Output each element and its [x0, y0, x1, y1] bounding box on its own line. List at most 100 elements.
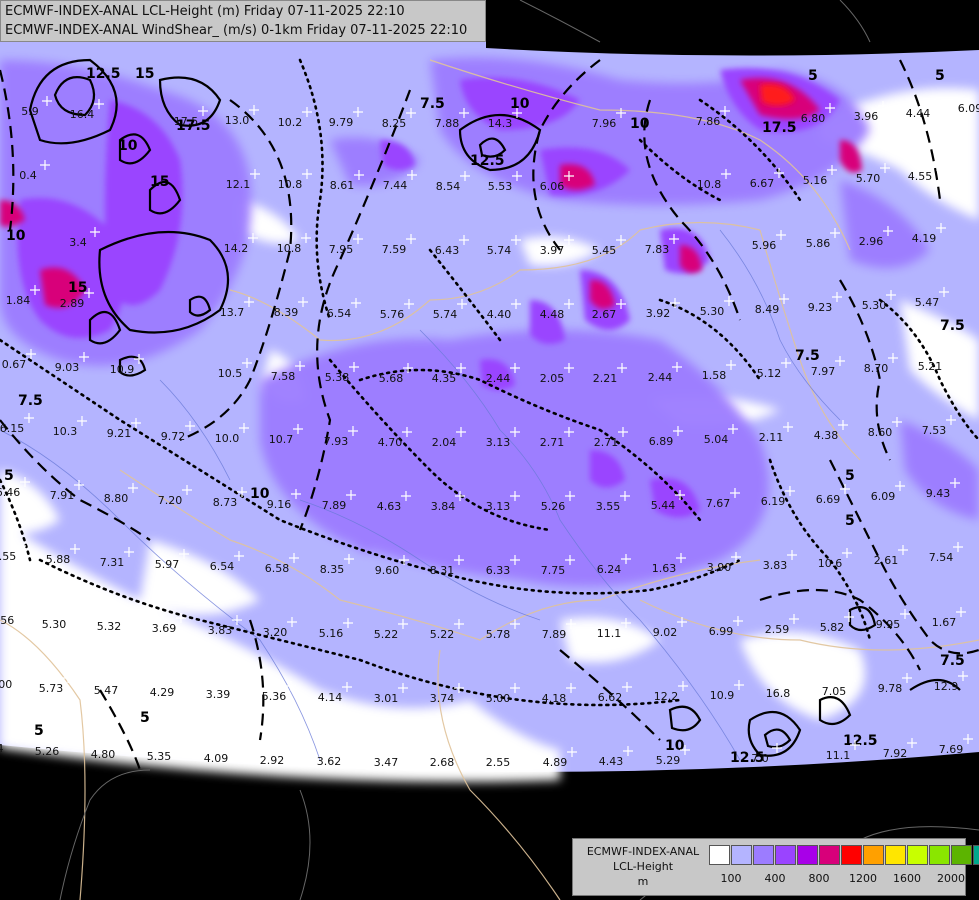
station-marker	[182, 485, 192, 495]
station-marker	[12, 733, 22, 743]
station-value-label: 9.72	[161, 430, 186, 443]
station-value: 9.23	[808, 292, 842, 314]
station-value: 5.55	[0, 541, 26, 563]
station-value: 12.9	[934, 671, 968, 693]
station-value-label: 5.44	[651, 499, 676, 512]
station-value: 6.15	[0, 413, 34, 435]
station-value: 5.22	[430, 619, 464, 641]
station-value: 9.95	[876, 609, 910, 631]
station-value: 2.05	[540, 363, 574, 385]
station-value-label: 7.88	[435, 117, 460, 130]
station-value: 10.9	[110, 354, 144, 376]
station-value-label: 3.4	[69, 236, 87, 249]
station-value: 10.8	[277, 233, 311, 255]
legend-tick: 1200	[849, 872, 877, 885]
station-value-label: 3.39	[206, 688, 231, 701]
station-marker	[349, 362, 359, 372]
station-value-label: 9.78	[878, 682, 903, 695]
station-value: 5.56	[0, 605, 24, 627]
station-value-label: 11.1	[597, 627, 622, 640]
station-marker	[403, 363, 413, 373]
station-marker	[963, 734, 973, 744]
station-marker	[511, 299, 521, 309]
station-value-label: 5.73	[39, 682, 64, 695]
station-value: 9.03	[55, 352, 89, 374]
station-marker	[234, 551, 244, 561]
svg-text:7.5: 7.5	[940, 318, 965, 334]
station-marker	[617, 363, 627, 373]
station-value-label: 0.67	[2, 358, 27, 371]
station-value-label: 4.40	[487, 308, 512, 321]
station-value: 11.1	[826, 740, 860, 762]
station-marker	[850, 740, 860, 750]
station-value-label: 14.3	[488, 117, 513, 130]
station-value: 2.68	[430, 747, 464, 769]
station-value-label: 5.86	[806, 237, 831, 250]
lcl-light-purple	[0, 57, 979, 587]
contour-labels: 12.5 15 17.5 10 15 15 10 12.5 10 10 17.5…	[4, 66, 965, 766]
station-value-label: 6.54	[210, 560, 235, 573]
country-borders	[0, 59, 979, 900]
station-value-label: 0.4	[19, 169, 37, 182]
station-value-label: 3.83	[208, 624, 233, 637]
station-value: 7.89	[322, 490, 356, 512]
station-value: 5.96	[752, 230, 786, 252]
station-value-label: 8.70	[864, 362, 889, 375]
station-marker	[720, 106, 730, 116]
station-value: 5.00	[486, 683, 520, 705]
station-value: 5.38	[325, 362, 359, 384]
station-marker	[63, 673, 73, 683]
station-value-label: 5.56	[0, 614, 14, 627]
station-marker	[249, 105, 259, 115]
station-value: 7.20	[158, 485, 192, 507]
station-value-label: 6.33	[486, 564, 511, 577]
lcl-red	[760, 84, 795, 106]
station-value-label: 8.35	[320, 563, 345, 576]
station-value-label: 10.9	[110, 363, 135, 376]
station-value-label: 3.47	[374, 756, 399, 769]
station-value: 3.97	[540, 235, 574, 257]
station-marker	[286, 681, 296, 691]
station-value-label: 6.43	[435, 244, 460, 257]
station-value: 6.58	[265, 553, 299, 575]
station-value-label: 16.8	[766, 687, 791, 700]
rivers	[0, 229, 841, 761]
station-marker	[90, 227, 100, 237]
station-value-label: 7.97	[811, 365, 836, 378]
station-value-label: 9.16	[267, 498, 292, 511]
station-marker	[512, 108, 522, 118]
station-marker	[77, 416, 87, 426]
station-value: 11.1	[597, 618, 631, 640]
station-value: 1.84	[6, 285, 40, 307]
station-value-label: 7.89	[542, 628, 567, 641]
station-value: 14.2	[224, 233, 258, 255]
station-value-label: 14.2	[224, 242, 249, 255]
svg-text:5: 5	[4, 468, 14, 484]
station-marker	[623, 746, 633, 756]
station-value: 5.32	[97, 611, 131, 633]
station-value: 7.58	[271, 361, 305, 383]
station-marker	[673, 426, 683, 436]
station-marker	[907, 738, 917, 748]
station-value-label: 13.0	[225, 114, 250, 127]
station-marker	[622, 682, 632, 692]
station-value: 2.96	[859, 226, 893, 248]
station-value-label: 7.91	[50, 489, 75, 502]
station-value: 6.54	[210, 551, 244, 573]
station-value-label: 5.29	[656, 754, 681, 767]
station-value-label: 5.16	[319, 627, 344, 640]
station-value: 3.39	[206, 679, 240, 701]
station-value: 5.74	[433, 299, 467, 321]
station-value: 7.89	[542, 619, 576, 641]
station-value: 8.35	[320, 554, 354, 576]
station-value: 12.2	[654, 681, 688, 703]
station-marker	[348, 426, 358, 436]
station-marker	[895, 481, 905, 491]
station-marker	[678, 681, 688, 691]
station-value-label: 5.16	[803, 174, 828, 187]
svg-text:5: 5	[140, 710, 150, 726]
station-marker	[939, 287, 949, 297]
station-value: 2.89	[60, 288, 94, 310]
station-value: 6.89	[649, 426, 683, 448]
station-value-label: 9.03	[55, 361, 80, 374]
